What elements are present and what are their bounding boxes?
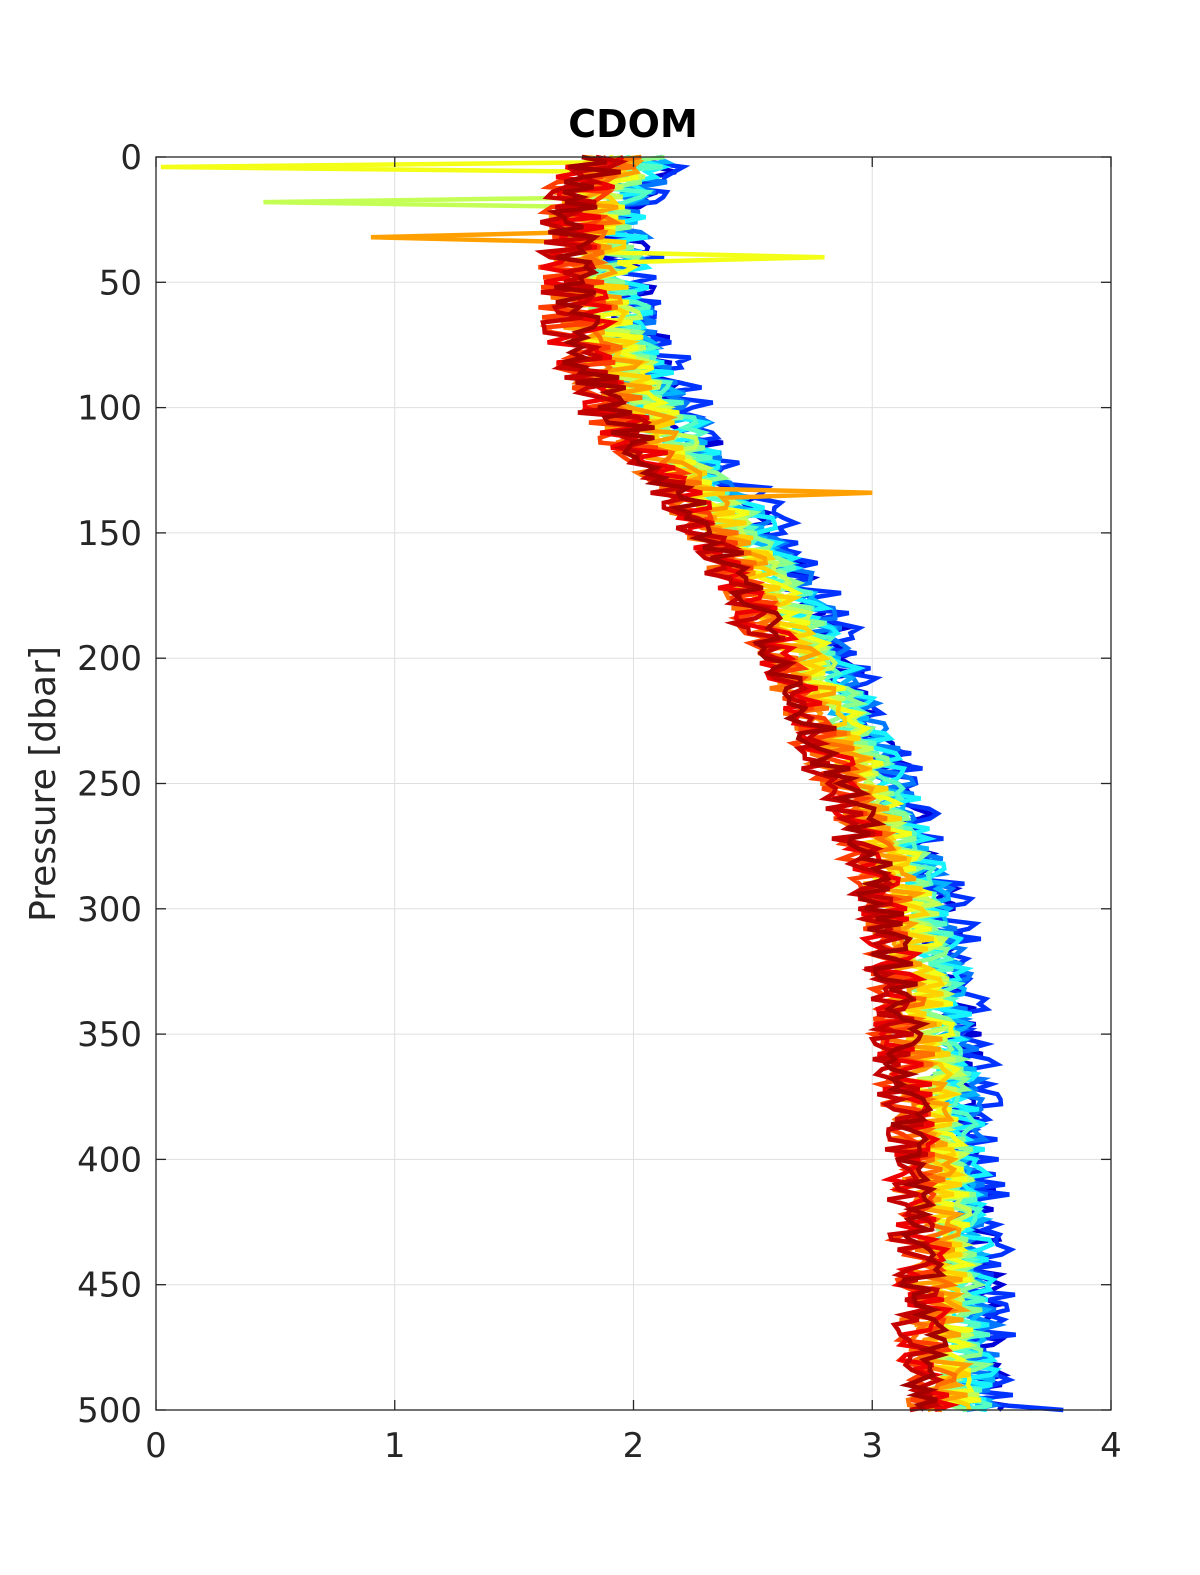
y-tick-label: 500 xyxy=(77,1391,142,1431)
y-tick-label: 250 xyxy=(77,765,142,805)
chart-title: CDOM xyxy=(568,102,698,146)
y-tick-label: 200 xyxy=(77,639,142,679)
y-tick-label: 0 xyxy=(120,138,142,178)
y-axis-label: Pressure [dbar] xyxy=(23,646,64,922)
x-tick-label: 1 xyxy=(384,1426,406,1466)
y-tick-label: 150 xyxy=(77,514,142,554)
y-tick-label: 350 xyxy=(77,1015,142,1055)
x-tick-label: 3 xyxy=(861,1426,883,1466)
tick-marks xyxy=(155,156,1112,1411)
y-tick-label: 450 xyxy=(77,1266,142,1306)
x-tick-label: 4 xyxy=(1100,1426,1122,1466)
y-tick-label: 400 xyxy=(77,1140,142,1180)
profile-lines xyxy=(160,154,1064,1413)
cdom-profile-line xyxy=(546,154,950,1412)
y-tick-label: 50 xyxy=(99,263,142,303)
x-tick-label: 0 xyxy=(145,1426,167,1466)
x-tick-label: 2 xyxy=(623,1426,645,1466)
y-tick-label: 300 xyxy=(77,890,142,930)
cdom-profile-line xyxy=(534,154,946,1413)
x-tick-labels: 0 1 2 3 4 xyxy=(145,1426,1122,1466)
y-tick-label: 100 xyxy=(77,389,142,429)
y-tick-labels: 0 50 100 150 200 250 300 350 400 450 500 xyxy=(77,138,142,1431)
